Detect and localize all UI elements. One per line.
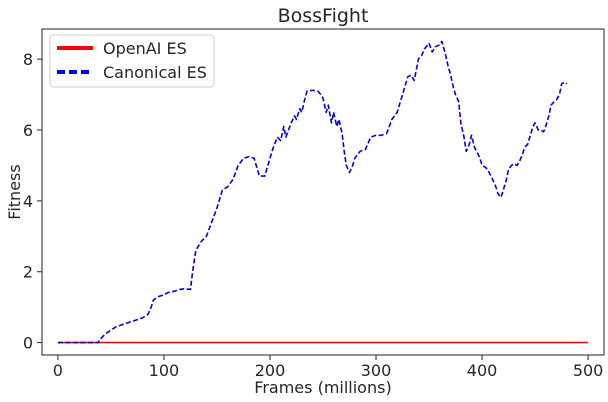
x-tick-label: 100 (149, 361, 180, 380)
axes: 0 100 200 300 400 500 0 2 4 6 8 (23, 28, 605, 380)
legend-label-2: Canonical ES (103, 63, 207, 82)
y-axis-title: Fitness (5, 164, 24, 219)
series-line-2 (57, 40, 568, 344)
y-tick-label: 8 (23, 50, 33, 69)
y-tick-label: 2 (23, 263, 33, 282)
x-tick-label: 400 (467, 361, 498, 380)
x-tick-label: 200 (255, 361, 286, 380)
y-tick-label: 4 (23, 192, 33, 211)
plot-frame (41, 28, 605, 356)
chart-title: BossFight (278, 5, 369, 27)
x-tick-label: 300 (361, 361, 392, 380)
x-axis-title: Frames (millions) (254, 378, 391, 397)
y-tick-label: 0 (23, 334, 33, 353)
legend-label-1: OpenAI ES (103, 39, 187, 58)
legend: OpenAI ES Canonical ES (49, 34, 215, 88)
x-tick-label: 0 (53, 361, 63, 380)
y-tick-label: 6 (23, 121, 33, 140)
plot-area (57, 40, 589, 344)
x-tick-label: 500 (573, 361, 604, 380)
